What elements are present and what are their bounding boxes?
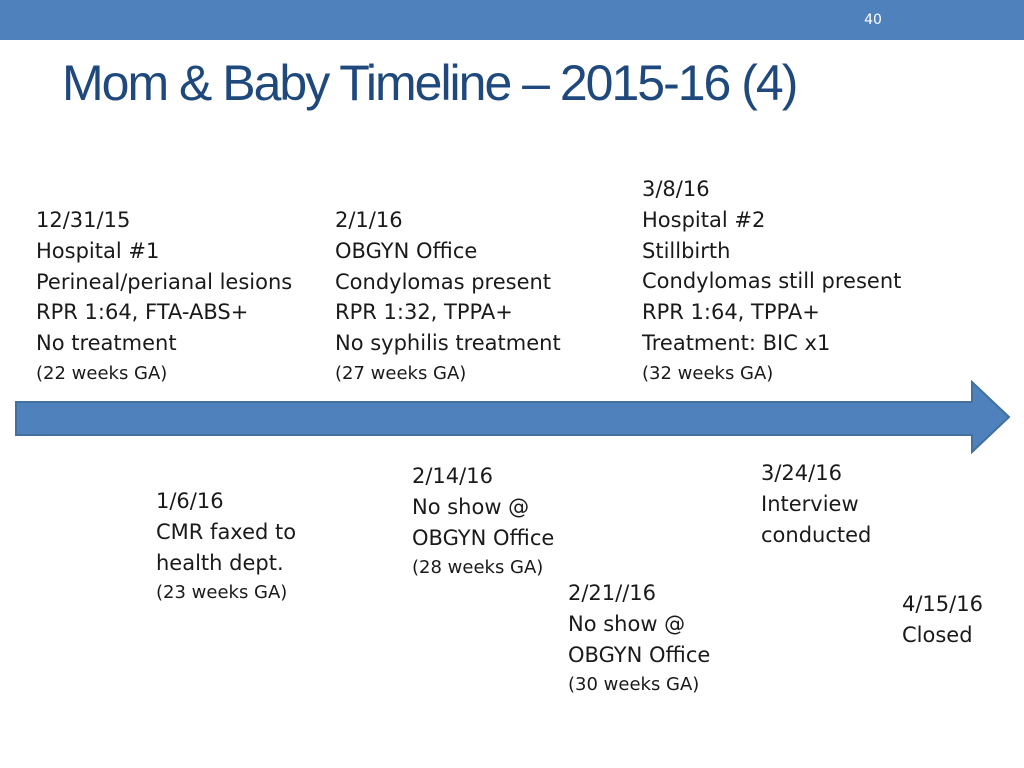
event-date: 12/31/15 xyxy=(36,208,131,232)
event-date: 2/14/16 xyxy=(412,464,493,488)
timeline-event-2016-03-24: 3/24/16 Interview conducted xyxy=(761,458,871,550)
event-gestational-age: (30 weeks GA) xyxy=(568,674,700,696)
event-gestational-age: (23 weeks GA) xyxy=(156,582,288,604)
event-detail: CMR faxed to xyxy=(156,519,297,544)
event-detail: RPR 1:32, TPPA+ xyxy=(335,300,513,325)
event-detail: OBGYN Office xyxy=(412,525,555,550)
timeline-event-2016-02-21: 2/21//16 No show @ OBGYN Office (30 week… xyxy=(568,578,710,700)
event-detail: Hospital #1 xyxy=(36,238,160,263)
timeline-event-2016-04-15: 4/15/16 Closed xyxy=(902,589,983,651)
event-gestational-age: (27 weeks GA) xyxy=(335,362,467,384)
event-gestational-age: (22 weeks GA) xyxy=(36,362,168,384)
event-detail: RPR 1:64, TPPA+ xyxy=(642,300,820,325)
event-detail: Perineal/perianal lesions xyxy=(36,269,293,294)
timeline-arrow-shape xyxy=(15,379,1011,455)
event-detail: OBGYN Office xyxy=(568,642,711,667)
event-date: 1/6/16 xyxy=(156,489,224,513)
event-gestational-age: (32 weeks GA) xyxy=(642,362,774,384)
event-detail: health dept. xyxy=(156,550,284,575)
event-detail: No treatment xyxy=(36,331,177,356)
event-detail: Condylomas still present xyxy=(642,269,902,294)
event-date: 2/1/16 xyxy=(335,208,403,232)
event-detail: Hospital #2 xyxy=(642,207,766,232)
event-detail: Treatment: BIC x1 xyxy=(642,330,831,355)
timeline-event-2016-02-01: 2/1/16 OBGYN Office Condylomas present R… xyxy=(335,205,561,389)
event-date: 3/8/16 xyxy=(642,177,710,201)
event-gestational-age: (28 weeks GA) xyxy=(412,557,544,579)
slide-title: Mom & Baby Timeline – 2015-16 (4) xyxy=(62,55,798,111)
event-date: 4/15/16 xyxy=(902,592,983,616)
event-detail: Interview xyxy=(761,491,859,516)
header-bar: 40 xyxy=(0,0,1024,40)
event-detail: No syphilis treatment xyxy=(335,331,561,356)
timeline-event-2016-01-06: 1/6/16 CMR faxed to health dept. (23 wee… xyxy=(156,486,296,608)
event-detail: RPR 1:64, FTA-ABS+ xyxy=(36,300,249,325)
event-detail: Stillbirth xyxy=(642,238,731,263)
event-date: 3/24/16 xyxy=(761,461,842,485)
event-detail: No show @ xyxy=(412,494,530,519)
event-date: 2/21//16 xyxy=(568,581,657,605)
event-detail: OBGYN Office xyxy=(335,238,478,263)
event-detail: conducted xyxy=(761,522,872,547)
event-detail: Condylomas present xyxy=(335,269,552,294)
event-detail: No show @ xyxy=(568,611,686,636)
timeline-event-2015-12-31: 12/31/15 Hospital #1 Perineal/perianal l… xyxy=(36,205,292,389)
slide-number: 40 xyxy=(864,12,882,28)
event-detail: Closed xyxy=(902,622,973,647)
timeline-event-2016-02-14: 2/14/16 No show @ OBGYN Office (28 weeks… xyxy=(412,461,554,583)
timeline-event-2016-03-08: 3/8/16 Hospital #2 Stillbirth Condylomas… xyxy=(642,174,901,389)
